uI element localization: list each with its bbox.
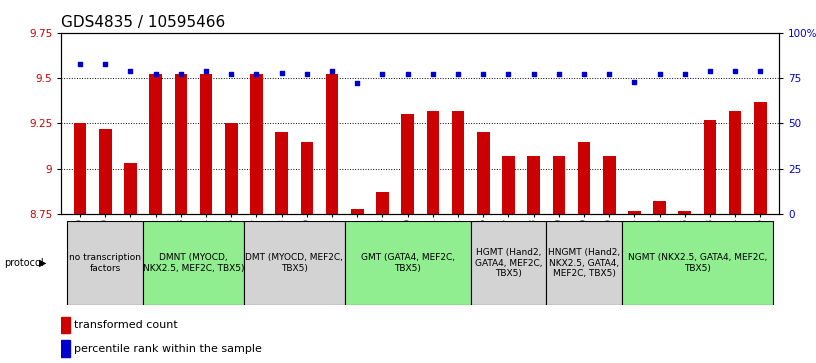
Bar [175,74,187,214]
Point [224,72,237,77]
Point [149,72,162,77]
Point [200,68,213,74]
Text: NGMT (NKX2.5, GATA4, MEF2C,
TBX5): NGMT (NKX2.5, GATA4, MEF2C, TBX5) [628,253,767,273]
Point [678,72,691,77]
Bar [654,201,666,214]
Bar [376,192,388,214]
Text: HNGMT (Hand2,
NKX2.5, GATA4,
MEF2C, TBX5): HNGMT (Hand2, NKX2.5, GATA4, MEF2C, TBX5… [548,248,620,278]
Text: DMNT (MYOCD,
NKX2.5, MEF2C, TBX5): DMNT (MYOCD, NKX2.5, MEF2C, TBX5) [143,253,244,273]
Point [653,72,666,77]
Point [477,72,490,77]
Bar [149,74,162,214]
Point [376,72,389,77]
Bar [61,317,70,333]
Bar [546,221,622,305]
Text: ▶: ▶ [38,258,47,268]
Point [326,68,339,74]
Bar [502,156,515,214]
Point [124,68,137,74]
Point [275,70,288,76]
Bar [527,156,540,214]
Bar [471,221,546,305]
Bar [300,142,313,214]
Text: protocol: protocol [4,258,44,268]
Point [754,68,767,74]
Bar [578,142,590,214]
Text: no transcription
factors: no transcription factors [69,253,141,273]
Point [502,72,515,77]
Text: HGMT (Hand2,
GATA4, MEF2C,
TBX5): HGMT (Hand2, GATA4, MEF2C, TBX5) [475,248,542,278]
Bar [754,102,767,214]
Bar [200,74,212,214]
Bar [729,111,742,214]
Bar [244,221,344,305]
Bar [351,209,364,214]
Point [578,72,591,77]
Bar [344,221,471,305]
Point [351,81,364,86]
Bar [678,211,691,214]
Bar [622,221,773,305]
Point [603,72,616,77]
Bar [73,123,86,214]
Point [401,72,415,77]
Point [99,61,112,66]
Point [703,68,716,74]
Bar [628,211,641,214]
Bar [427,111,439,214]
Text: DMT (MYOCD, MEF2C,
TBX5): DMT (MYOCD, MEF2C, TBX5) [246,253,344,273]
Bar [603,156,615,214]
Point [250,72,263,77]
Bar [225,123,237,214]
Bar [452,111,464,214]
Point [175,72,188,77]
Point [527,72,540,77]
Point [628,79,641,85]
Text: transformed count: transformed count [74,321,178,330]
Point [300,72,313,77]
Bar [326,74,339,214]
Point [426,72,439,77]
Bar [68,221,143,305]
Bar [401,114,414,214]
Bar [61,340,70,357]
Point [552,72,565,77]
Bar [143,221,244,305]
Point [451,72,464,77]
Bar [552,156,565,214]
Point [73,61,86,66]
Bar [99,129,112,214]
Point [729,68,742,74]
Bar [477,132,490,214]
Text: GDS4835 / 10595466: GDS4835 / 10595466 [61,15,225,30]
Bar [703,120,716,214]
Text: GMT (GATA4, MEF2C,
TBX5): GMT (GATA4, MEF2C, TBX5) [361,253,455,273]
Bar [251,74,263,214]
Text: percentile rank within the sample: percentile rank within the sample [74,344,262,354]
Bar [275,132,288,214]
Bar [124,163,137,214]
